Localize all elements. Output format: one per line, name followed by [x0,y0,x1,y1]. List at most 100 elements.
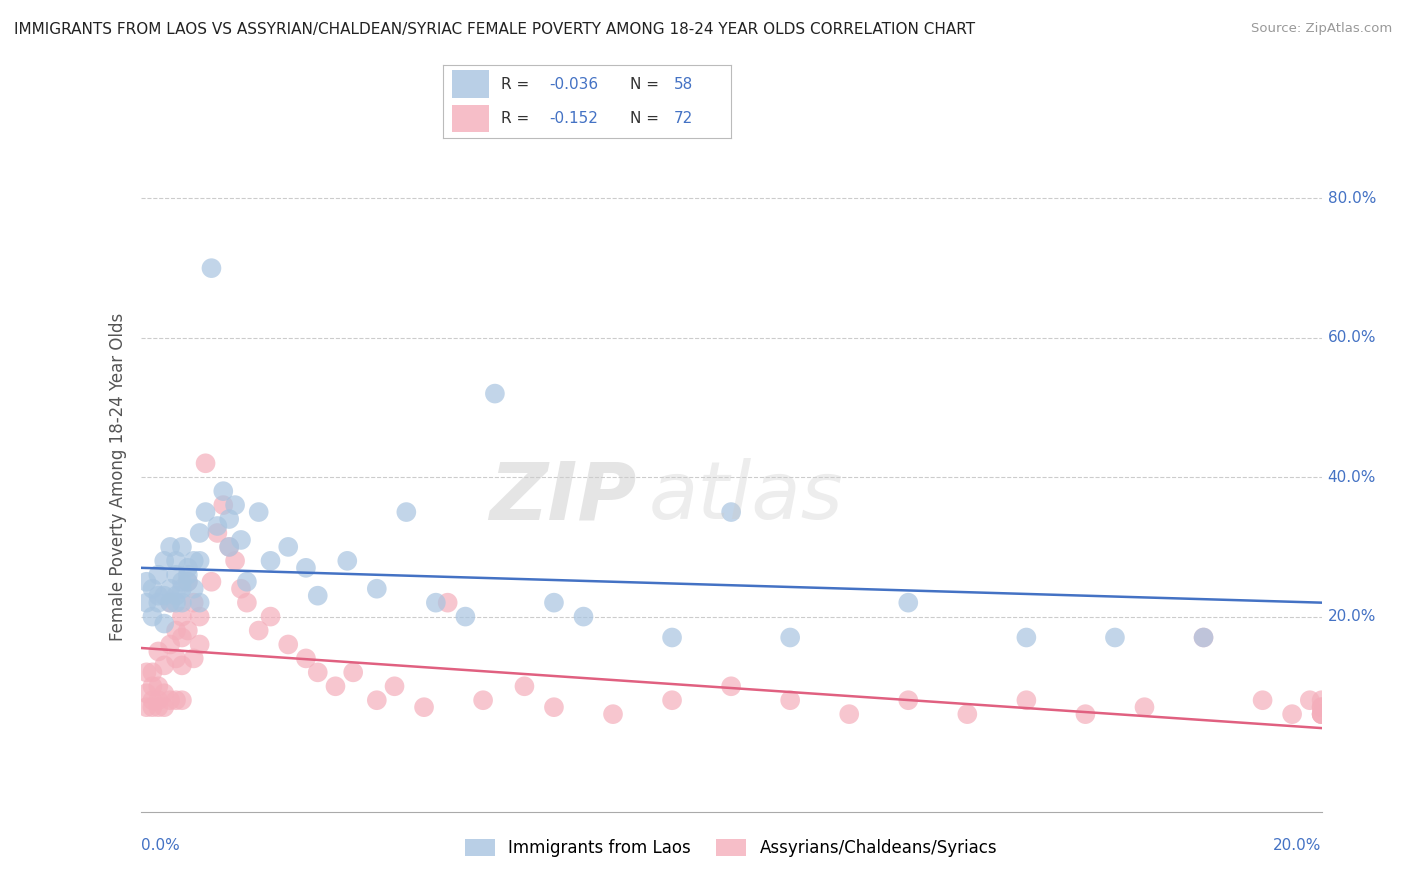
Point [188,637,211,651]
Text: IMMIGRANTS FROM LAOS VS ASSYRIAN/CHALDEAN/SYRIAC FEMALE POVERTY AMONG 18-24 YEAR: IMMIGRANTS FROM LAOS VS ASSYRIAN/CHALDEA… [14,22,976,37]
Point [135,665,157,680]
Point [277,637,299,651]
Point [572,609,595,624]
Point [1192,631,1215,645]
Point [170,540,193,554]
Point [366,582,388,596]
Text: 72: 72 [673,111,693,126]
Point [170,609,193,624]
Point [165,651,187,665]
Point [513,679,536,693]
Point [247,624,270,638]
Point [342,665,364,680]
Legend: Immigrants from Laos, Assyrians/Chaldeans/Syriacs: Immigrants from Laos, Assyrians/Chaldean… [458,832,1004,863]
Point [384,679,406,693]
Point [436,596,458,610]
Point [1310,693,1333,707]
Point [188,609,211,624]
Point [218,512,240,526]
Point [153,589,176,603]
Point [236,574,259,589]
Point [224,498,246,512]
Point [153,700,176,714]
Text: 40.0%: 40.0% [1327,470,1376,484]
Point [165,589,187,603]
Point [259,554,281,568]
Point [165,624,187,638]
Text: 20.0%: 20.0% [1274,838,1322,854]
Point [325,679,347,693]
Point [1310,700,1333,714]
Point [170,693,193,707]
Point [218,540,240,554]
Point [188,554,211,568]
Point [170,596,193,610]
Point [1310,707,1333,722]
Point [148,567,170,582]
Point [1310,700,1333,714]
Text: atlas: atlas [648,458,844,536]
Point [165,554,187,568]
Point [148,644,170,658]
Point [177,624,200,638]
Point [148,596,170,610]
Point [1310,707,1333,722]
Point [141,679,163,693]
Point [188,526,211,541]
Point [183,651,205,665]
Point [295,651,318,665]
Point [602,707,624,722]
Point [1015,693,1038,707]
Point [229,533,252,547]
Point [153,554,176,568]
Text: 60.0%: 60.0% [1327,330,1376,345]
Point [165,596,187,610]
Point [207,519,229,533]
Point [159,596,181,610]
Point [295,561,318,575]
Point [1299,693,1322,707]
Point [307,589,329,603]
Point [1281,707,1303,722]
Point [165,693,187,707]
Point [135,596,157,610]
Point [543,700,565,714]
Point [1074,707,1097,722]
Text: R =: R = [501,77,534,92]
Point [413,700,436,714]
Point [135,700,157,714]
Text: Source: ZipAtlas.com: Source: ZipAtlas.com [1251,22,1392,36]
Point [366,693,388,707]
Point [170,658,193,673]
Point [177,574,200,589]
Point [897,596,920,610]
Text: ZIP: ZIP [489,458,637,536]
Point [183,596,205,610]
Bar [451,70,489,98]
Text: 80.0%: 80.0% [1327,191,1376,206]
Point [543,596,565,610]
Point [247,505,270,519]
Point [956,707,979,722]
Point [159,582,181,596]
Text: -0.036: -0.036 [550,77,599,92]
Point [141,609,163,624]
Text: -0.152: -0.152 [550,111,599,126]
Point [170,631,193,645]
Point [1133,700,1156,714]
Point [838,707,860,722]
Point [165,567,187,582]
Point [148,679,170,693]
Point [153,658,176,673]
Point [484,386,506,401]
Point [159,540,181,554]
Point [148,693,170,707]
Point [720,679,742,693]
Point [183,582,205,596]
Point [148,589,170,603]
Point [177,574,200,589]
Point [218,540,240,554]
Point [897,693,920,707]
Y-axis label: Female Poverty Among 18-24 Year Olds: Female Poverty Among 18-24 Year Olds [108,313,127,641]
Point [135,686,157,700]
